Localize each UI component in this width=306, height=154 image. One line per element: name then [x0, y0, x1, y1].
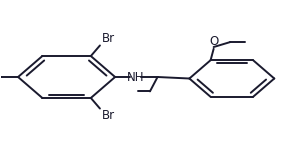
Text: Br: Br [102, 109, 114, 122]
Text: NH: NH [127, 71, 144, 83]
Text: O: O [209, 35, 218, 48]
Text: Br: Br [102, 32, 114, 45]
